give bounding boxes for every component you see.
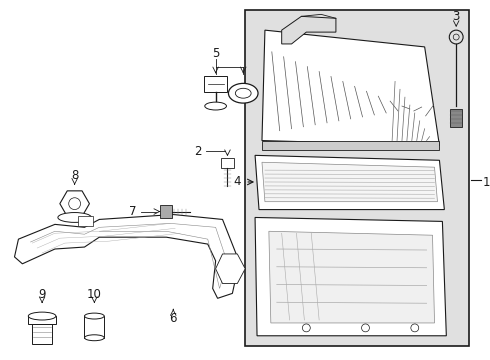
Ellipse shape — [205, 102, 226, 110]
Bar — [220, 158, 234, 168]
Bar — [32, 324, 52, 344]
Text: 7: 7 — [129, 205, 137, 218]
Polygon shape — [269, 231, 435, 323]
Text: 1: 1 — [483, 176, 490, 189]
Text: 5: 5 — [212, 47, 220, 60]
Bar — [204, 76, 227, 92]
Text: 9: 9 — [38, 288, 46, 301]
Polygon shape — [255, 217, 446, 336]
Text: 6: 6 — [170, 311, 177, 324]
Text: 8: 8 — [71, 168, 78, 181]
Polygon shape — [15, 215, 237, 298]
Ellipse shape — [58, 212, 92, 222]
Ellipse shape — [228, 84, 258, 103]
Polygon shape — [282, 16, 336, 44]
Polygon shape — [216, 254, 245, 284]
Ellipse shape — [84, 335, 104, 341]
Bar — [160, 204, 172, 219]
Ellipse shape — [28, 312, 56, 320]
Polygon shape — [262, 162, 438, 202]
Text: 3: 3 — [452, 10, 460, 23]
Bar — [28, 316, 56, 324]
Polygon shape — [262, 30, 440, 145]
Bar — [262, 140, 440, 150]
Ellipse shape — [235, 88, 251, 98]
Text: 4: 4 — [234, 175, 241, 189]
Polygon shape — [255, 156, 444, 210]
Text: 2: 2 — [195, 145, 202, 158]
Bar — [245, 10, 469, 346]
Text: 10: 10 — [87, 288, 102, 301]
Ellipse shape — [84, 313, 104, 319]
Bar — [450, 109, 462, 127]
Bar — [84, 316, 104, 338]
Bar — [77, 216, 94, 226]
